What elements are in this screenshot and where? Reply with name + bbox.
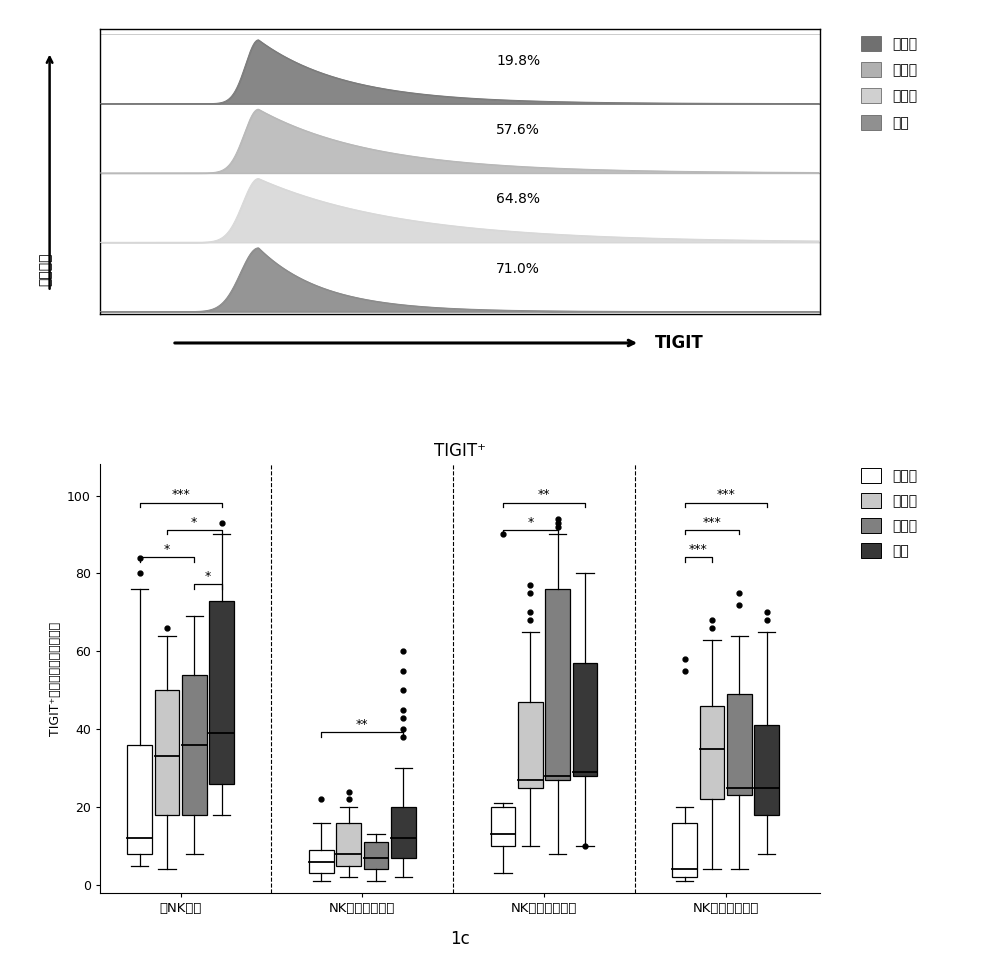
- Text: *: *: [191, 516, 197, 529]
- Text: *: *: [164, 543, 170, 556]
- Bar: [518, 702, 543, 787]
- Text: 57.6%: 57.6%: [496, 123, 540, 137]
- Legend: 正常人, 慢乙肘, 肝硬化, 肝癌: 正常人, 慢乙肘, 肝硬化, 肝癌: [856, 463, 923, 564]
- Y-axis label: TIGIT⁺细胞在各亚群中的比例: TIGIT⁺细胞在各亚群中的比例: [49, 621, 62, 735]
- Bar: [336, 823, 361, 866]
- Bar: [182, 675, 207, 815]
- Text: **: **: [356, 718, 369, 732]
- Bar: [545, 589, 570, 780]
- Bar: [127, 745, 152, 853]
- Text: ***: ***: [703, 516, 721, 529]
- Text: TIGIT: TIGIT: [654, 334, 703, 352]
- Bar: [700, 706, 724, 800]
- Text: 细胞计数: 细胞计数: [38, 252, 52, 285]
- Bar: [491, 807, 515, 846]
- Bar: [309, 850, 334, 874]
- Text: ***: ***: [171, 489, 190, 501]
- Text: 64.8%: 64.8%: [496, 192, 540, 206]
- Bar: [391, 807, 416, 857]
- Title: TIGIT⁺: TIGIT⁺: [434, 442, 486, 460]
- Bar: [672, 823, 697, 877]
- Text: ***: ***: [689, 543, 708, 556]
- Text: *: *: [205, 570, 211, 583]
- Bar: [209, 601, 234, 783]
- Bar: [364, 842, 388, 870]
- Bar: [754, 726, 779, 815]
- Bar: [155, 690, 179, 815]
- Bar: [573, 663, 597, 776]
- Text: **: **: [538, 489, 550, 501]
- Text: 19.8%: 19.8%: [496, 54, 540, 68]
- Legend: 正常人, 慢乙肘, 肝硬化, 肝癌: 正常人, 慢乙肘, 肝硬化, 肝癌: [856, 30, 923, 135]
- Text: ***: ***: [716, 489, 735, 501]
- Bar: [727, 694, 752, 796]
- Text: 71.0%: 71.0%: [496, 262, 540, 276]
- Text: 1c: 1c: [450, 930, 470, 948]
- Text: *: *: [527, 516, 533, 529]
